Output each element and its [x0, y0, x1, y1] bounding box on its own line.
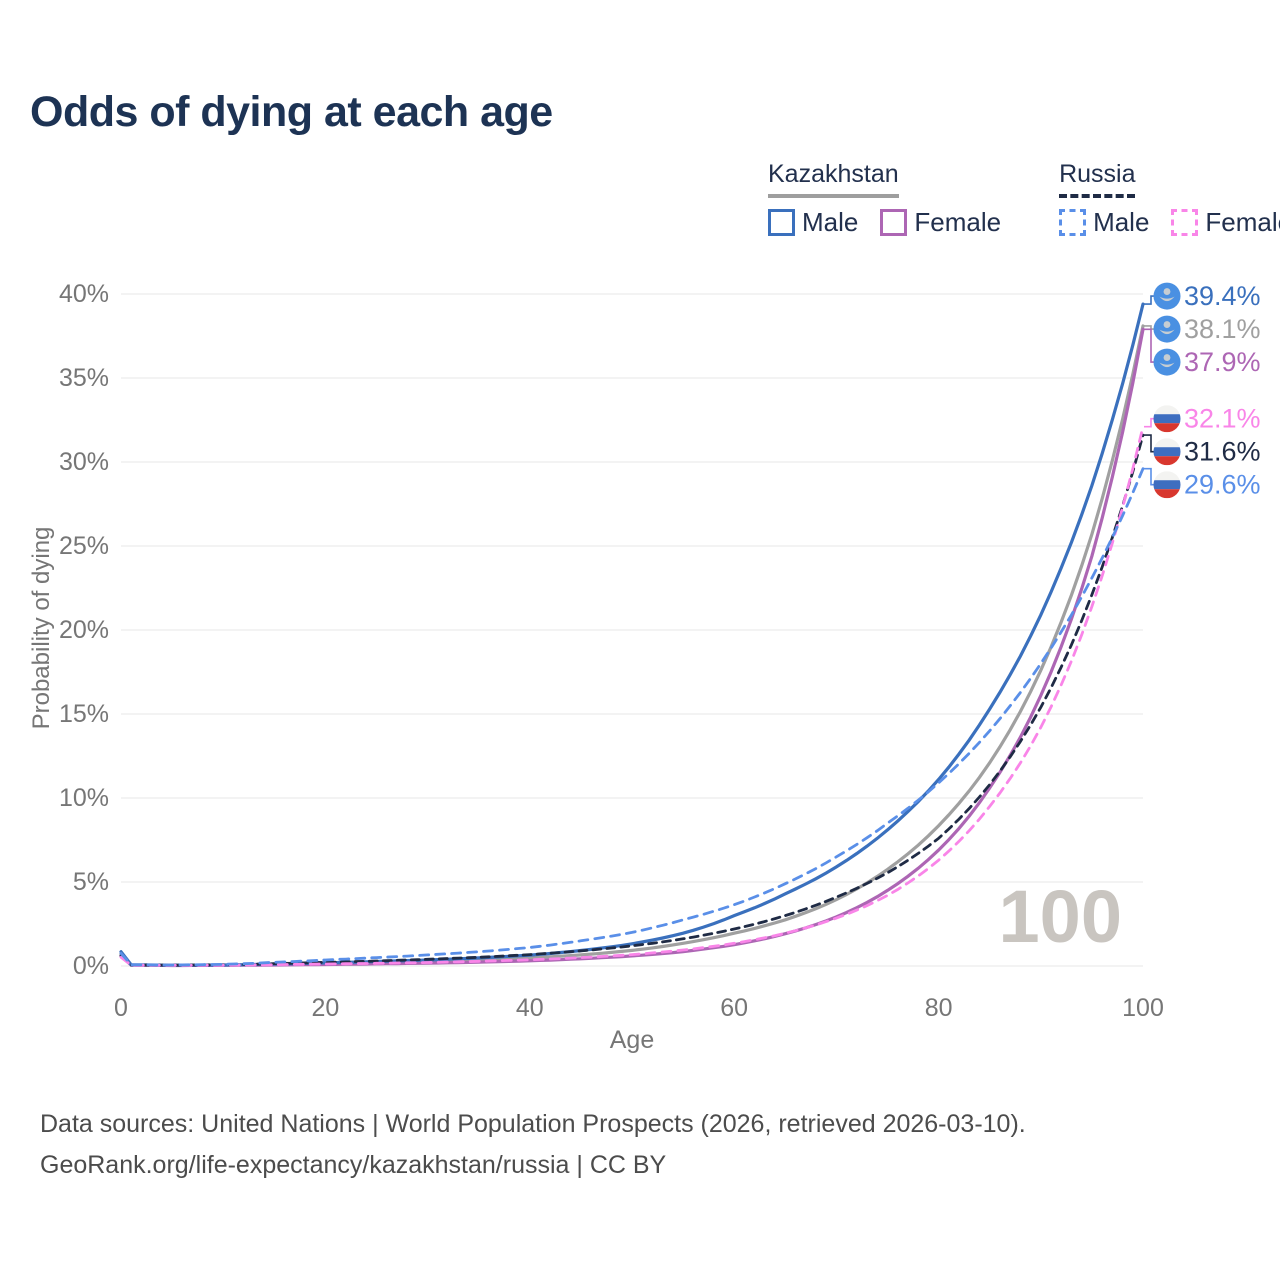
- x-tick-label: 20: [311, 994, 339, 1022]
- series-line-ru-male: [119, 467, 1145, 967]
- legend-item-russia-male[interactable]: Male: [1059, 207, 1149, 238]
- russia-flag-icon: [1153, 405, 1181, 433]
- russia-flag-icon: [1153, 438, 1181, 466]
- kazakhstan-flag-icon: [1153, 348, 1181, 376]
- legend-group-russia: Russia Male Female: [1059, 160, 1280, 238]
- x-axis-title: Age: [609, 1026, 655, 1054]
- x-tick-label: 0: [114, 994, 128, 1022]
- russia-female-swatch-icon: [1171, 209, 1199, 236]
- kazakhstan-flag-icon: [1153, 315, 1181, 343]
- data-source-line: Data sources: United Nations | World Pop…: [40, 1110, 1026, 1138]
- y-tick-label: 20%: [59, 616, 109, 644]
- x-tick-label: 100: [1122, 994, 1164, 1022]
- y-tick-label: 25%: [59, 532, 109, 560]
- endpoint-label-kz-female: 37.9%: [1184, 347, 1261, 377]
- series-line-kz-both: [119, 324, 1145, 967]
- y-tick-label: 5%: [73, 868, 109, 896]
- page-title: Odds of dying at each age: [30, 88, 553, 136]
- data-source-note: Data sources: United Nations | World Pop…: [40, 1104, 1026, 1186]
- age-watermark: 100: [998, 875, 1122, 958]
- legend-country-kazakhstan[interactable]: Kazakhstan: [768, 160, 899, 198]
- x-tick-label: 60: [720, 994, 748, 1022]
- endpoint-label-kz-both: 38.1%: [1184, 314, 1261, 344]
- kazakhstan-female-swatch-icon: [880, 209, 908, 236]
- legend-country-russia[interactable]: Russia: [1059, 160, 1136, 198]
- series-line-kz-female: [119, 327, 1145, 968]
- legend-label: Male: [802, 207, 859, 237]
- legend-group-kazakhstan: Kazakhstan Male Female: [768, 160, 1001, 238]
- endpoint-label-ru-female: 32.1%: [1184, 404, 1261, 434]
- y-tick-label: 35%: [59, 364, 109, 392]
- y-tick-label: 15%: [59, 700, 109, 728]
- x-tick-label: 40: [516, 994, 544, 1022]
- series-line-ru-both: [119, 433, 1145, 967]
- attribution-link[interactable]: GeoRank.org/life-expectancy/kazakhstan/r…: [40, 1151, 667, 1179]
- series-line-ru-female: [119, 425, 1145, 967]
- y-tick-label: 0%: [73, 952, 109, 980]
- russia-male-swatch-icon: [1059, 209, 1087, 236]
- legend: Kazakhstan Male Female Russia Male: [768, 160, 1280, 238]
- kazakhstan-male-swatch-icon: [768, 209, 795, 236]
- kazakhstan-flag-icon: [1153, 282, 1181, 310]
- legend-item-russia-female[interactable]: Female: [1171, 207, 1280, 238]
- russia-flag-icon: [1153, 471, 1181, 499]
- y-tick-label: 10%: [59, 784, 109, 812]
- y-tick-label: 30%: [59, 448, 109, 476]
- endpoint-label-kz-male: 39.4%: [1184, 281, 1261, 311]
- series-line-kz-male: [119, 302, 1145, 967]
- endpoint-label-ru-male: 29.6%: [1184, 470, 1261, 500]
- y-tick-label: 40%: [59, 280, 109, 308]
- x-tick-label: 80: [925, 994, 953, 1022]
- legend-item-kazakhstan-female[interactable]: Female: [880, 207, 1001, 238]
- legend-item-kazakhstan-male[interactable]: Male: [768, 207, 858, 238]
- legend-label: Female: [1205, 207, 1280, 237]
- endpoint-label-ru-both: 31.6%: [1184, 437, 1261, 467]
- legend-label: Female: [914, 207, 1002, 237]
- legend-label: Male: [1093, 207, 1150, 237]
